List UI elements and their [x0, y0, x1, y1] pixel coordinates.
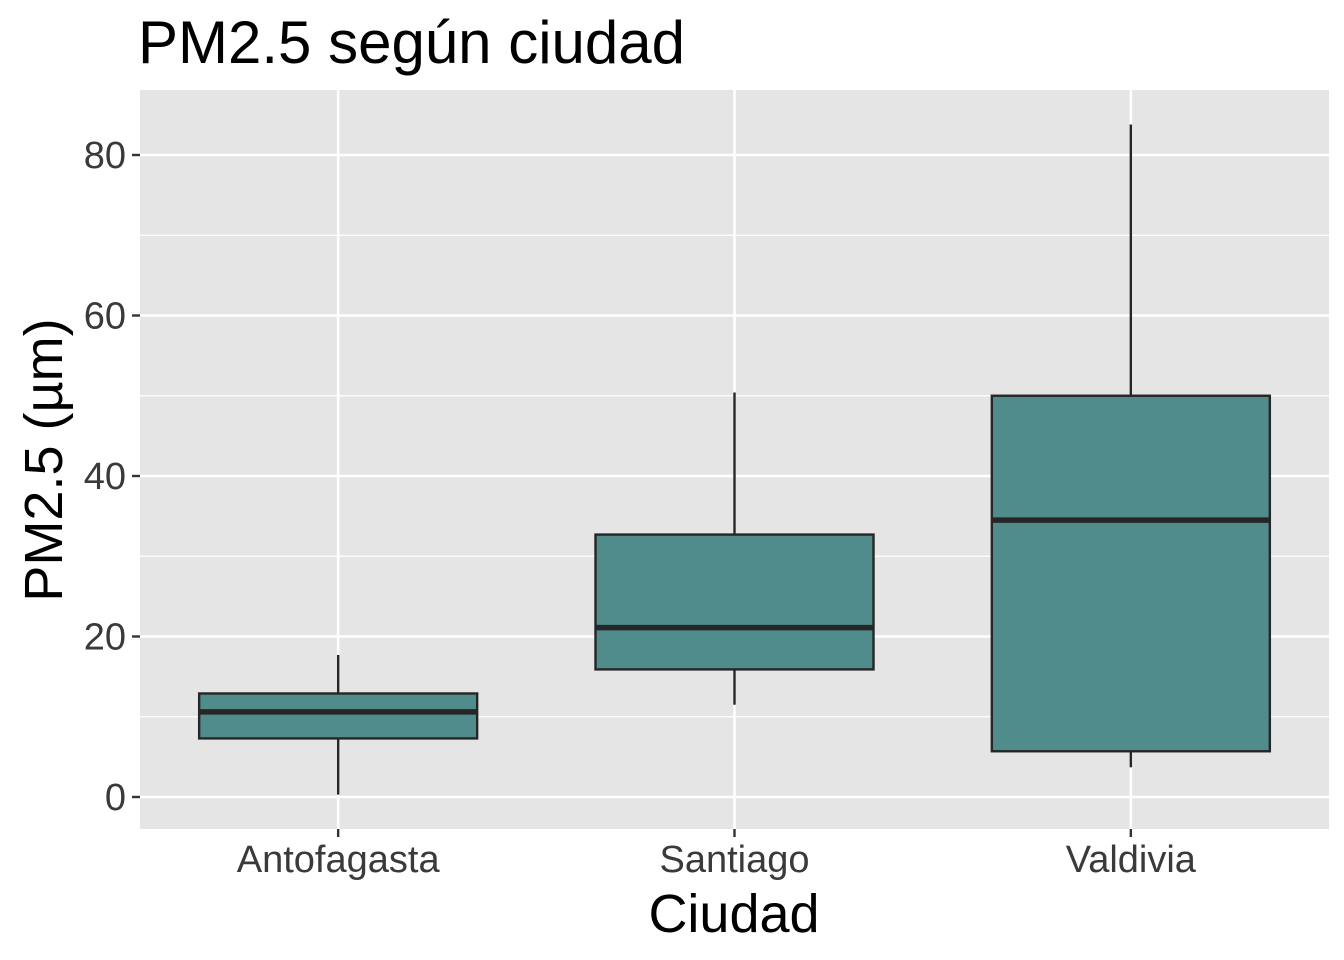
- x-axis-title: Ciudad: [648, 884, 819, 944]
- y-tick-label: 40: [84, 456, 126, 498]
- box-valdivia: [990, 124, 1272, 768]
- y-axis: 0 20 40 60 80: [84, 135, 140, 819]
- y-tick-label: 20: [84, 617, 126, 659]
- box-body: [197, 692, 479, 740]
- box-santiago: [594, 392, 875, 705]
- chart-title: PM2.5 según ciudad: [138, 9, 685, 76]
- box-body: [990, 394, 1272, 753]
- x-tick-label: Antofagasta: [237, 839, 441, 881]
- y-tick-label: 0: [105, 777, 126, 819]
- y-tick-label: 80: [84, 135, 126, 177]
- y-tick-label: 60: [84, 296, 126, 338]
- box-body: [594, 533, 875, 671]
- box-series: [197, 124, 1272, 795]
- y-axis-title: PM2.5 (µm): [14, 318, 74, 601]
- x-tick-label: Santiago: [659, 839, 809, 881]
- x-tick-label: Valdivia: [1066, 839, 1197, 881]
- x-axis: Antofagasta Santiago Valdivia: [237, 829, 1197, 881]
- box-antofagasta: [197, 654, 479, 795]
